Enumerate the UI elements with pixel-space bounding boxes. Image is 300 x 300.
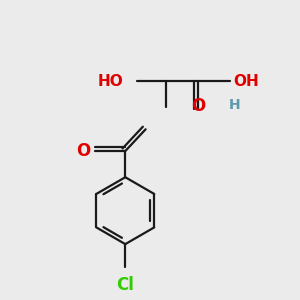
Text: HO: HO <box>98 74 124 89</box>
Text: O: O <box>76 142 90 160</box>
Text: O: O <box>191 97 205 115</box>
Text: H: H <box>229 98 240 112</box>
Text: OH: OH <box>233 74 259 89</box>
Text: Cl: Cl <box>116 275 134 293</box>
